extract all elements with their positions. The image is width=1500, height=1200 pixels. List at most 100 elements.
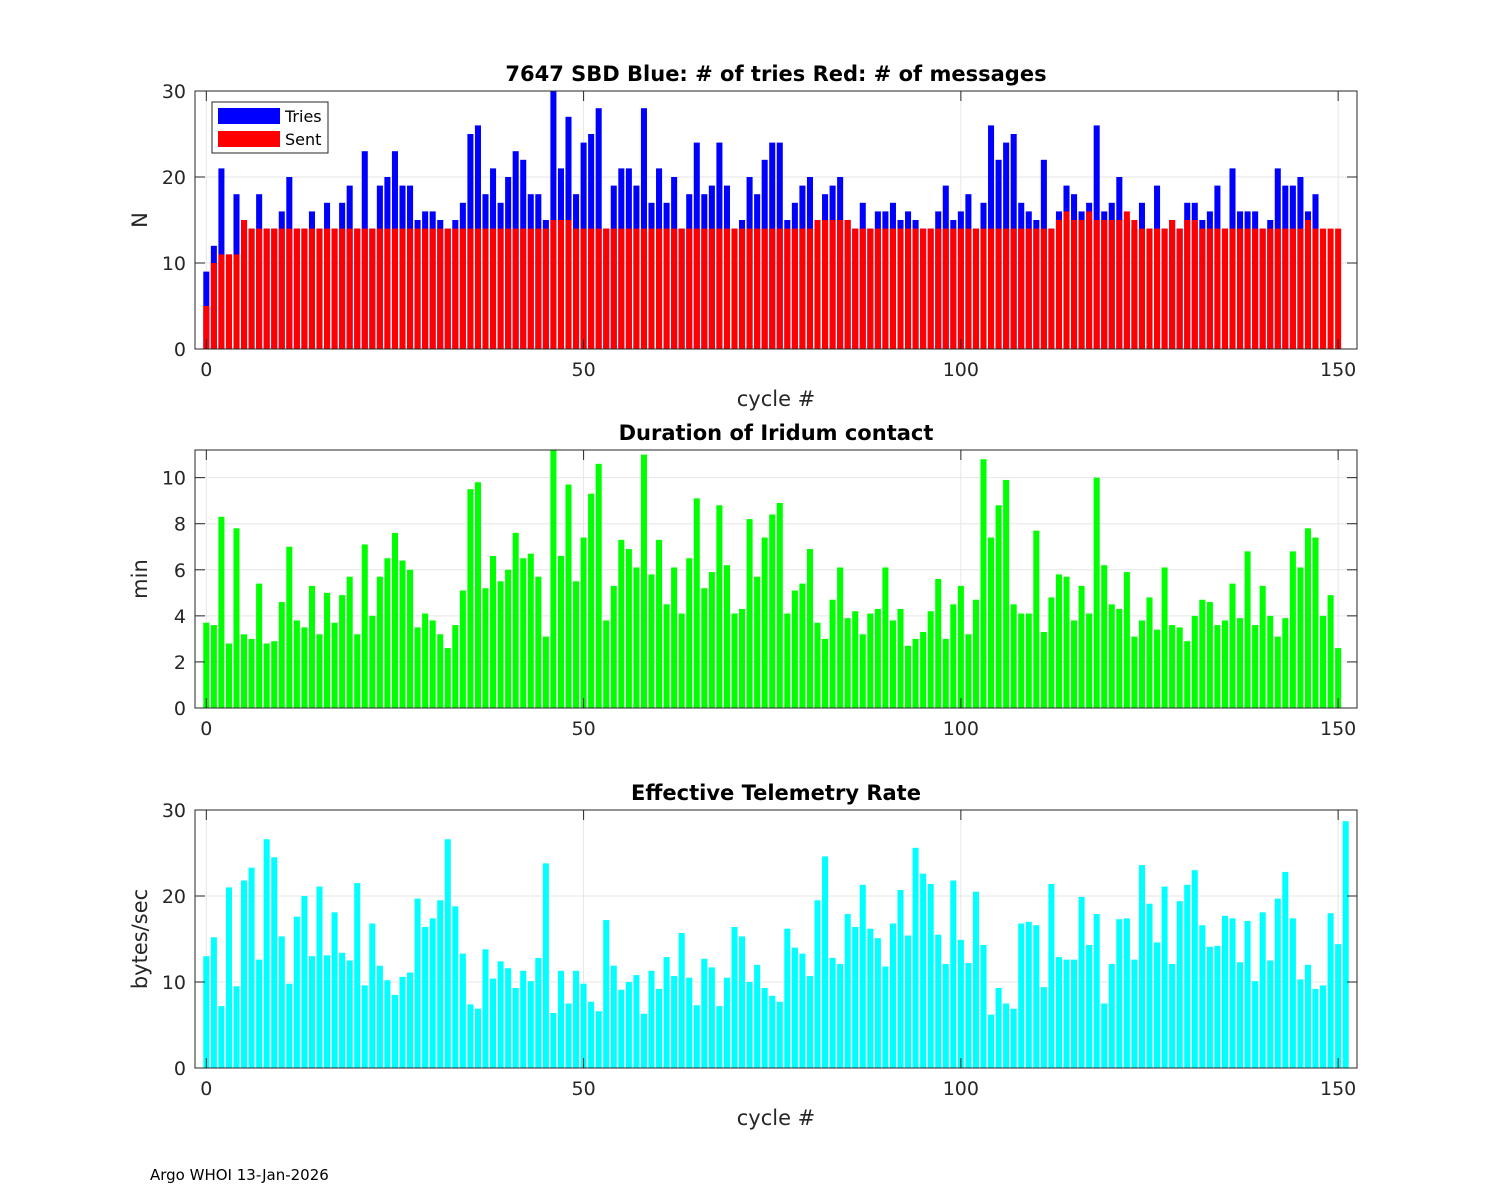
bar-duration-cycle-69 — [723, 565, 730, 708]
bar-duration-cycle-118 — [1093, 477, 1100, 708]
legend-swatch-tries — [218, 108, 280, 124]
bar-duration-cycle-85 — [844, 618, 851, 708]
bar-rate-cycle-59 — [648, 970, 655, 1068]
bar-rate-cycle-71 — [739, 936, 746, 1068]
bar-rate-cycle-50 — [580, 983, 587, 1068]
bar-rate-cycle-11 — [286, 983, 293, 1068]
bar-duration-cycle-28 — [414, 627, 421, 709]
bar-duration-cycle-132 — [1199, 599, 1206, 708]
bar-rate-cycle-86 — [852, 926, 859, 1068]
bar-duration-cycle-17 — [331, 622, 338, 708]
bar-rate-cycle-115 — [1071, 959, 1078, 1068]
bar-duration-cycle-128 — [1169, 625, 1176, 708]
bar-sent-cycle-66 — [701, 228, 708, 349]
bar-rate-cycle-82 — [822, 856, 829, 1068]
bar-sent-cycle-5 — [241, 220, 248, 349]
bar-sent-cycle-83 — [829, 220, 836, 349]
bar-sent-cycle-125 — [1146, 228, 1153, 349]
bar-duration-cycle-5 — [241, 634, 248, 708]
bar-duration-cycle-77 — [784, 613, 791, 708]
bar-duration-cycle-110 — [1033, 530, 1040, 709]
bar-rate-cycle-148 — [1320, 985, 1327, 1068]
bar-sent-cycle-76 — [776, 228, 783, 349]
bar-duration-cycle-30 — [429, 620, 436, 708]
bar-duration-cycle-100 — [957, 585, 964, 708]
y-tick-label: 6 — [174, 560, 186, 582]
bar-sent-cycle-15 — [316, 228, 323, 349]
bar-duration-cycle-46 — [550, 450, 557, 708]
bar-rate-cycle-47 — [557, 970, 564, 1068]
bar-duration-cycle-150 — [1335, 648, 1342, 708]
bar-duration-cycle-24 — [384, 558, 391, 708]
bar-sent-cycle-122 — [1123, 211, 1130, 349]
bar-duration-cycle-71 — [739, 608, 746, 708]
bar-sent-cycle-59 — [648, 228, 655, 349]
bar-duration-cycle-65 — [693, 498, 700, 709]
bar-rate-cycle-130 — [1184, 884, 1191, 1068]
bar-duration-cycle-83 — [829, 599, 836, 708]
x-tick-label: 50 — [571, 1078, 595, 1100]
bar-sent-cycle-85 — [844, 220, 851, 349]
y-tick-label: 0 — [174, 698, 186, 720]
bar-sent-cycle-138 — [1244, 228, 1251, 349]
bar-sent-cycle-39 — [497, 228, 504, 349]
bar-sent-cycle-144 — [1289, 228, 1296, 349]
bar-rate-cycle-136 — [1229, 918, 1236, 1068]
y-axis-label-sbd: N — [128, 212, 152, 228]
sbd-tries-chart: 0 50 100 150 0 10 20 30 7647 SBD Blue: # of tri… — [128, 62, 1358, 411]
bar-sent-cycle-141 — [1267, 228, 1274, 349]
bar-rate-cycle-25 — [391, 994, 398, 1068]
bar-sent-cycle-40 — [505, 228, 512, 349]
bar-sent-cycle-34 — [459, 228, 466, 349]
bar-rate-cycle-53 — [603, 920, 610, 1068]
bar-rate-cycle-69 — [723, 977, 730, 1068]
bar-duration-cycle-103 — [980, 459, 987, 708]
bar-duration-cycle-18 — [339, 595, 346, 709]
bar-duration-cycle-32 — [444, 648, 451, 708]
bar-rate-cycle-3 — [225, 887, 232, 1068]
legend-swatch-sent — [218, 131, 280, 147]
y-tick-label: 30 — [162, 800, 186, 822]
bar-duration-cycle-124 — [1138, 620, 1145, 708]
bar-duration-cycle-86 — [852, 611, 859, 708]
bar-duration-cycle-67 — [708, 572, 715, 708]
bar-sent-cycle-118 — [1093, 220, 1100, 349]
bar-rate-cycle-129 — [1176, 901, 1183, 1068]
bar-rate-cycle-33 — [452, 906, 459, 1068]
bar-rate-cycle-34 — [459, 953, 466, 1068]
bar-sent-cycle-6 — [248, 228, 255, 349]
y-tick-label: 0 — [174, 339, 186, 361]
bar-rate-cycle-9 — [271, 857, 278, 1068]
bar-rate-cycle-65 — [693, 1005, 700, 1068]
bar-sent-cycle-124 — [1138, 228, 1145, 349]
bar-rate-cycle-58 — [640, 1013, 647, 1068]
bar-duration-cycle-59 — [648, 574, 655, 708]
x-axis-label-rate: cycle # — [737, 1106, 816, 1130]
bar-sent-cycle-117 — [1086, 211, 1093, 349]
bar-duration-cycle-120 — [1108, 604, 1115, 708]
bar-sent-cycle-35 — [467, 228, 474, 349]
bar-duration-cycle-72 — [746, 519, 753, 708]
bar-duration-cycle-1 — [210, 625, 217, 708]
bar-sent-cycle-73 — [754, 228, 761, 349]
bar-rate-cycle-29 — [422, 926, 429, 1068]
bar-duration-cycle-102 — [972, 599, 979, 708]
bar-sent-cycle-37 — [482, 228, 489, 349]
y-tick-label: 0 — [174, 1058, 186, 1080]
bar-duration-cycle-98 — [942, 638, 949, 708]
bar-rate-cycle-119 — [1101, 1003, 1108, 1068]
bar-duration-cycle-145 — [1297, 567, 1304, 708]
bar-duration-cycle-7 — [256, 583, 263, 708]
bar-sent-cycle-72 — [746, 228, 753, 349]
bar-sent-cycle-52 — [595, 228, 602, 349]
bar-rate-cycle-138 — [1244, 920, 1251, 1068]
bar-sent-cycle-21 — [361, 228, 368, 349]
bar-rate-cycle-107 — [1010, 1008, 1017, 1068]
bar-sent-cycle-71 — [739, 228, 746, 349]
bar-duration-cycle-125 — [1146, 597, 1153, 708]
bar-duration-cycle-135 — [1221, 620, 1228, 708]
bar-sent-cycle-97 — [935, 228, 942, 349]
bar-sent-cycle-62 — [671, 228, 678, 349]
bar-sent-cycle-131 — [1191, 220, 1198, 349]
